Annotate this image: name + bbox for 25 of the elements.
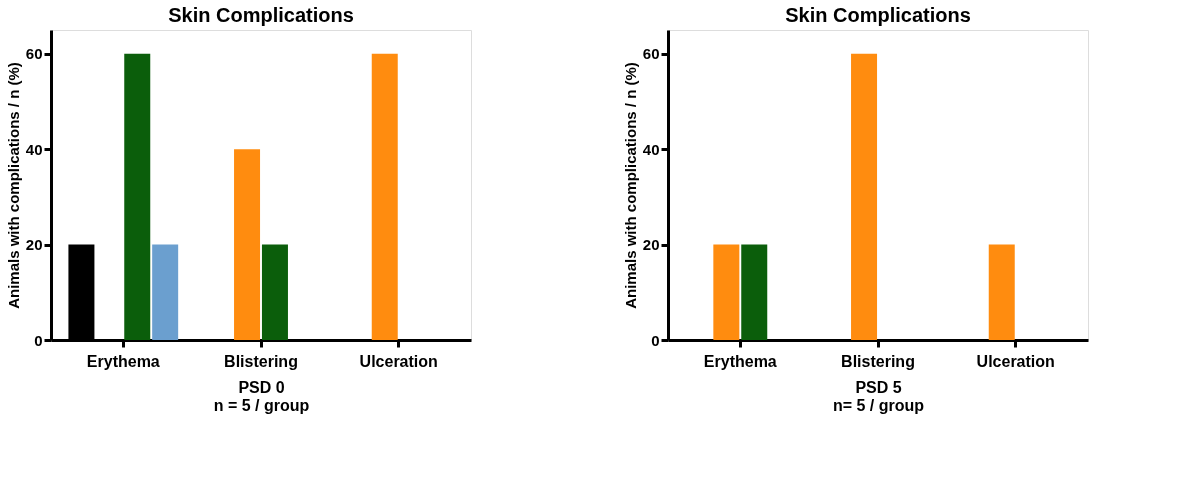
y-axis-title: Animals with complications / n (%) [4, 62, 22, 309]
bar [261, 244, 288, 340]
y-tick-label: 0 [651, 331, 660, 349]
x-tick-label: Blistering [841, 352, 915, 370]
chart-title: Skin Complications [785, 4, 971, 26]
chart-title: Skin Complications [168, 4, 354, 26]
x-tick-label: Ulceration [976, 352, 1055, 370]
bar [371, 53, 398, 340]
y-tick-label: 0 [34, 331, 43, 349]
y-tick-label: 20 [25, 236, 43, 254]
x-axis-title: PSD 5 n= 5 / group [832, 378, 925, 414]
bar [152, 244, 179, 340]
y-tick-label: 40 [25, 140, 43, 158]
x-tick-label: Erythema [703, 352, 777, 370]
x-tick-label: Erythema [86, 352, 160, 370]
y-tick-label: 20 [642, 236, 660, 254]
x-tick-label: Ulceration [359, 352, 438, 370]
y-tick-label: 60 [642, 45, 660, 63]
bar [124, 53, 151, 340]
y-axis-title: Animals with complications / n (%) [621, 62, 639, 309]
x-axis-title: PSD 0 n = 5 / group [213, 378, 310, 414]
bar [234, 149, 261, 340]
y-tick-label: 60 [25, 45, 43, 63]
x-tick-label: Blistering [224, 352, 298, 370]
y-tick-label: 40 [642, 140, 660, 158]
